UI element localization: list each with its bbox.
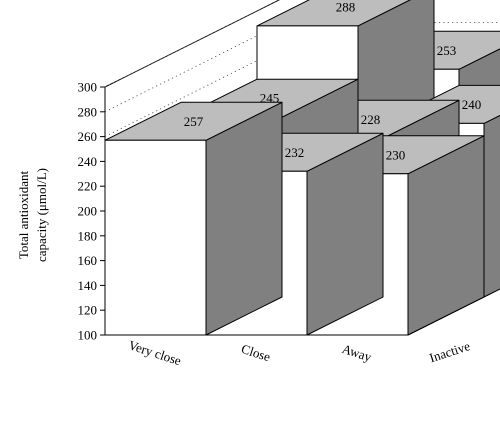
y-tick-label: 180 bbox=[78, 228, 98, 243]
bars: 245253288240228245230232257 bbox=[104, 0, 500, 336]
bar-value-label: 257 bbox=[184, 114, 204, 129]
bar-value-label: 288 bbox=[336, 0, 356, 14]
x-category-label: Away bbox=[340, 341, 374, 365]
y-tick-label: 220 bbox=[78, 179, 98, 194]
x-category-label: Very close bbox=[127, 337, 184, 368]
y-tick-label: 300 bbox=[78, 80, 98, 95]
bar: 257 bbox=[104, 101, 283, 336]
bar-value-label: 232 bbox=[285, 145, 305, 160]
y-tick-label: 120 bbox=[78, 303, 98, 318]
y-axis-ticks: 100 120 140 160 180 200 220 240 260 280 300 bbox=[78, 0, 500, 343]
y-tick-label: 200 bbox=[78, 204, 98, 219]
y-axis-label-line2: capacity (μmol/L) bbox=[34, 168, 49, 262]
bar-value-label: 228 bbox=[361, 112, 381, 127]
y-tick-label: 140 bbox=[78, 278, 98, 293]
bar-value-label: 253 bbox=[437, 43, 457, 58]
y-axis-label-line1: Total antioxidant bbox=[16, 170, 31, 259]
bar-front-face bbox=[104, 139, 207, 336]
y-tick-label: 260 bbox=[78, 129, 98, 144]
y-tick-label: 100 bbox=[78, 328, 98, 343]
y-tick-label: 160 bbox=[78, 253, 98, 268]
depth-category-label: Inactive bbox=[427, 338, 472, 365]
bar-value-label: 240 bbox=[462, 97, 482, 112]
bar-value-label: 230 bbox=[386, 147, 406, 162]
bar-side-face bbox=[205, 101, 283, 336]
x-category-label: Close bbox=[239, 341, 272, 364]
depth-category-label-line: Inactive bbox=[427, 338, 472, 365]
y-tick-label: 280 bbox=[78, 104, 98, 119]
left-wall-top-edge bbox=[104, 0, 281, 88]
y-tick-label: 240 bbox=[78, 154, 98, 169]
